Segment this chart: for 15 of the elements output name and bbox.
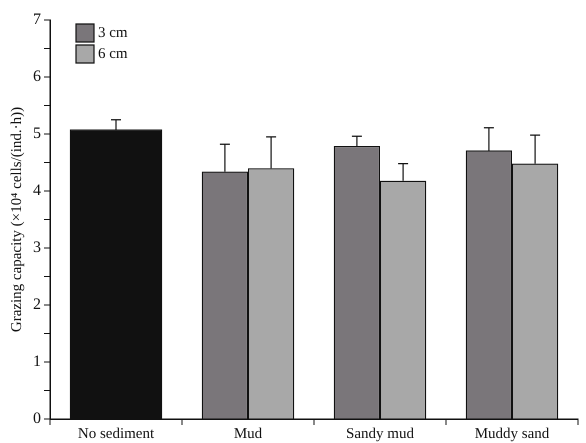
y-tick-label: 1 xyxy=(33,353,41,370)
y-tick-label: 7 xyxy=(33,11,41,28)
y-tick-label: 3 xyxy=(33,239,41,256)
x-tick-label: Mud xyxy=(234,426,263,442)
y-tick-label: 4 xyxy=(33,182,41,200)
x-tick-label: No sediment xyxy=(78,426,155,442)
y-tick-label: 0 xyxy=(33,410,41,428)
y-tick-label: 6 xyxy=(33,68,41,86)
y-tick-label: 5 xyxy=(33,125,41,142)
x-tick-label: Sandy mud xyxy=(346,426,414,442)
legend-label: 6 cm xyxy=(98,46,128,62)
x-tick-label: Muddy sand xyxy=(474,426,550,442)
legend-label: 3 cm xyxy=(98,24,128,41)
y-tick-label: 2 xyxy=(33,296,41,314)
y-axis-title: Grazing capacity (×10⁴ cells/(ind.·h)) xyxy=(8,106,25,332)
